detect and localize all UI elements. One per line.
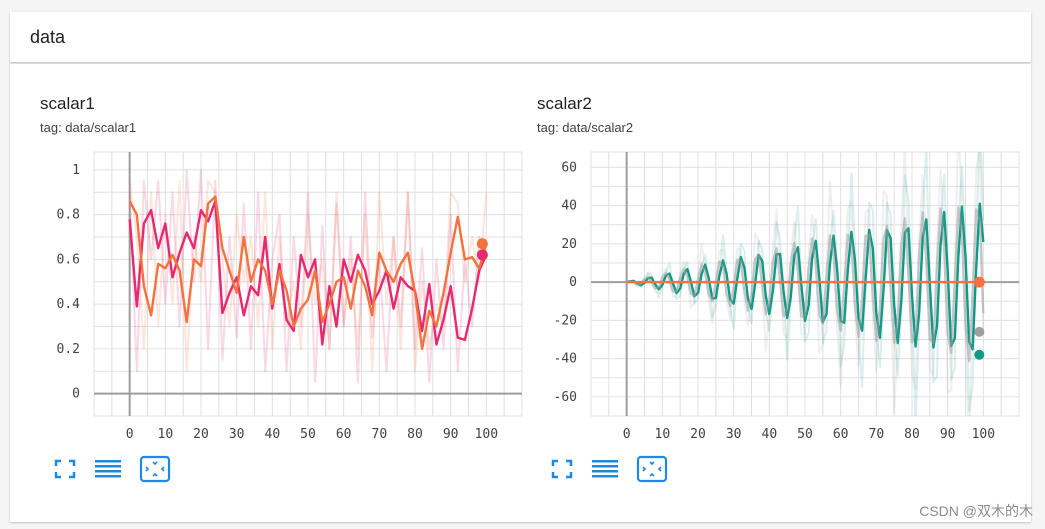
y-tick-label: 0.4 (57, 297, 81, 312)
toggle-y-log-icon (95, 460, 121, 478)
card-tag: tag: data/scalar2 (537, 120, 634, 135)
y-tick-label: 0.2 (57, 342, 80, 357)
card-title: scalar2 (537, 94, 592, 113)
chart-scalar2[interactable]: 0 10 20 30 40 50 60 70 80 90 100 -60 -40 -20 0 20 40 60 (507, 64, 1027, 454)
x-tick-label: 90 (443, 427, 459, 442)
series-group (626, 152, 985, 416)
y-tick-label: 1 (72, 163, 80, 178)
y-tick-label: 60 (561, 160, 577, 175)
series-end-point (973, 276, 985, 288)
x-tick-label: 100 (475, 427, 498, 442)
fit-domain-button[interactable] (138, 454, 172, 484)
y-tick-label: 0.8 (57, 208, 80, 223)
fit-domain-icon (139, 455, 171, 483)
x-tick-label: 100 (972, 427, 995, 442)
x-tick-label: 0 (126, 427, 134, 442)
group-header[interactable]: data (10, 12, 1031, 62)
x-tick-label: 30 (229, 427, 245, 442)
fullscreen-button[interactable] (50, 454, 84, 484)
x-tick-label: 50 (797, 427, 813, 442)
x-tick-label: 60 (336, 427, 352, 442)
y-tick-label: -40 (554, 352, 577, 367)
x-tick-label: 50 (300, 427, 316, 442)
group-title: data (30, 27, 66, 47)
fullscreen-icon (54, 459, 76, 479)
fit-domain-button[interactable] (635, 454, 669, 484)
fullscreen-button[interactable] (547, 454, 581, 484)
chart-scalar1[interactable]: 0 10 20 30 40 50 60 70 80 90 100 0 0.2 0.4 0.6 0.8 1 (10, 64, 530, 454)
y-tick-label: 0.6 (57, 252, 80, 267)
fit-domain-icon (636, 455, 668, 483)
card-tag: tag: data/scalar1 (40, 120, 137, 135)
x-tick-label: 70 (869, 427, 885, 442)
series-raw-line (626, 152, 985, 416)
scalar-card-scalar2: scalar2 tag: data/scalar2 0 10 20 30 40 50 60 7… (507, 64, 1020, 504)
toggle-y-log-icon (592, 460, 618, 478)
y-tick-label: 0 (72, 387, 80, 402)
y-tick-label: 0 (569, 275, 577, 290)
x-tick-label: 20 (690, 427, 706, 442)
x-tick-label: 10 (158, 427, 174, 442)
card-title: scalar1 (40, 94, 95, 113)
series-smoothed-line (128, 200, 488, 346)
x-tick-label: 30 (726, 427, 742, 442)
series-end-point (974, 349, 985, 360)
y-tick-label: 40 (561, 199, 577, 214)
series-end-point (974, 326, 985, 337)
x-tick-label: 10 (655, 427, 671, 442)
fullscreen-icon (551, 459, 573, 479)
x-tick-label: 40 (265, 427, 281, 442)
x-tick-label: 80 (407, 427, 423, 442)
plot-frame (93, 151, 523, 417)
x-tick-label: 90 (940, 427, 956, 442)
series-raw-line (128, 168, 488, 384)
series-smoothed-line (128, 195, 488, 351)
series-end-point (476, 238, 488, 250)
toggle-y-log-button[interactable] (589, 454, 623, 484)
x-tick-label: 80 (904, 427, 920, 442)
series-group (128, 168, 488, 384)
cards-panel: scalar1 tag: data/scalar1 0 10 20 30 40 50 60 7… (10, 64, 1031, 522)
x-tick-label: 0 (623, 427, 631, 442)
y-tick-label: 20 (561, 237, 577, 252)
x-tick-label: 70 (372, 427, 388, 442)
watermark: CSDN @双木的木 (919, 503, 1033, 519)
x-tick-label: 60 (833, 427, 849, 442)
scalar-card-scalar1: scalar1 tag: data/scalar1 0 10 20 30 40 50 60 7… (10, 64, 523, 504)
toggle-y-log-button[interactable] (92, 454, 126, 484)
series-end-point (476, 249, 488, 261)
y-tick-label: -20 (554, 313, 577, 328)
series-smoothed-line (626, 206, 985, 363)
y-tick-label: -60 (554, 390, 577, 405)
x-tick-label: 20 (193, 427, 209, 442)
plot-frame (590, 151, 1020, 417)
x-tick-label: 40 (762, 427, 778, 442)
series-raw-line (626, 152, 985, 416)
